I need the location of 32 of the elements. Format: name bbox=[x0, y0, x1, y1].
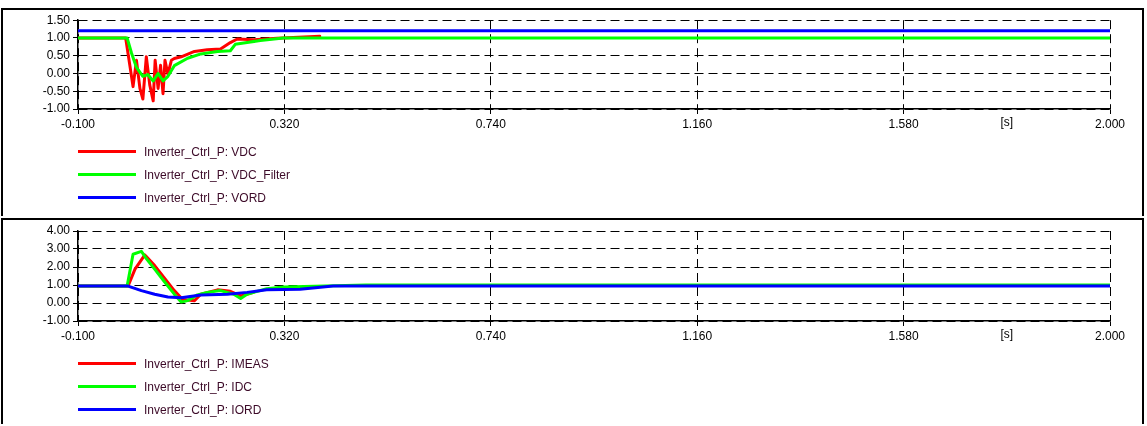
y-tick-label: -0.50 bbox=[42, 83, 71, 98]
y-tick-label: 2.00 bbox=[46, 259, 71, 274]
legend-label: Inverter_Ctrl_P: VDC bbox=[144, 144, 257, 159]
y-tick-label: -1.00 bbox=[42, 101, 71, 116]
y-tick-label: 4.00 bbox=[46, 223, 71, 238]
x-tick-label: 0.740 bbox=[475, 328, 507, 343]
x-axis-title: [s] bbox=[1000, 327, 1014, 342]
x-tick-label: 2.000 bbox=[1094, 328, 1126, 343]
y-tick-label: 0.00 bbox=[46, 65, 71, 80]
y-tick-label: 1.50 bbox=[46, 12, 71, 27]
x-tick-label: 0.740 bbox=[475, 116, 507, 131]
y-tick-label: 0.00 bbox=[46, 295, 71, 310]
x-tick-label: 2.000 bbox=[1094, 116, 1126, 131]
x-tick-label: 1.160 bbox=[682, 328, 713, 343]
x-tick-label: 0.320 bbox=[269, 116, 300, 131]
x-tick-label: 1.580 bbox=[888, 116, 919, 131]
x-tick-label: 1.160 bbox=[682, 116, 713, 131]
y-tick-label: 1.00 bbox=[46, 277, 71, 292]
y-tick-label: 0.50 bbox=[46, 48, 71, 63]
legend-label: Inverter_Ctrl_P: VDC_Filter bbox=[144, 167, 291, 182]
y-tick-label: 1.00 bbox=[46, 30, 71, 45]
x-tick-label: -0.100 bbox=[60, 328, 96, 343]
x-tick-label: -0.100 bbox=[60, 116, 96, 131]
legend-label: Inverter_Ctrl_P: IORD bbox=[144, 402, 262, 417]
legend-label: Inverter_Ctrl_P: VORD bbox=[144, 190, 267, 205]
x-tick-label: 1.580 bbox=[888, 328, 919, 343]
y-tick-label: 3.00 bbox=[46, 241, 71, 256]
y-tick-label: -1.00 bbox=[42, 313, 71, 328]
legend-label: Inverter_Ctrl_P: IDC bbox=[144, 379, 253, 394]
legend-label: Inverter_Ctrl_P: IMEAS bbox=[144, 356, 269, 371]
x-axis-title: [s] bbox=[1000, 115, 1014, 130]
x-tick-label: 0.320 bbox=[269, 328, 300, 343]
